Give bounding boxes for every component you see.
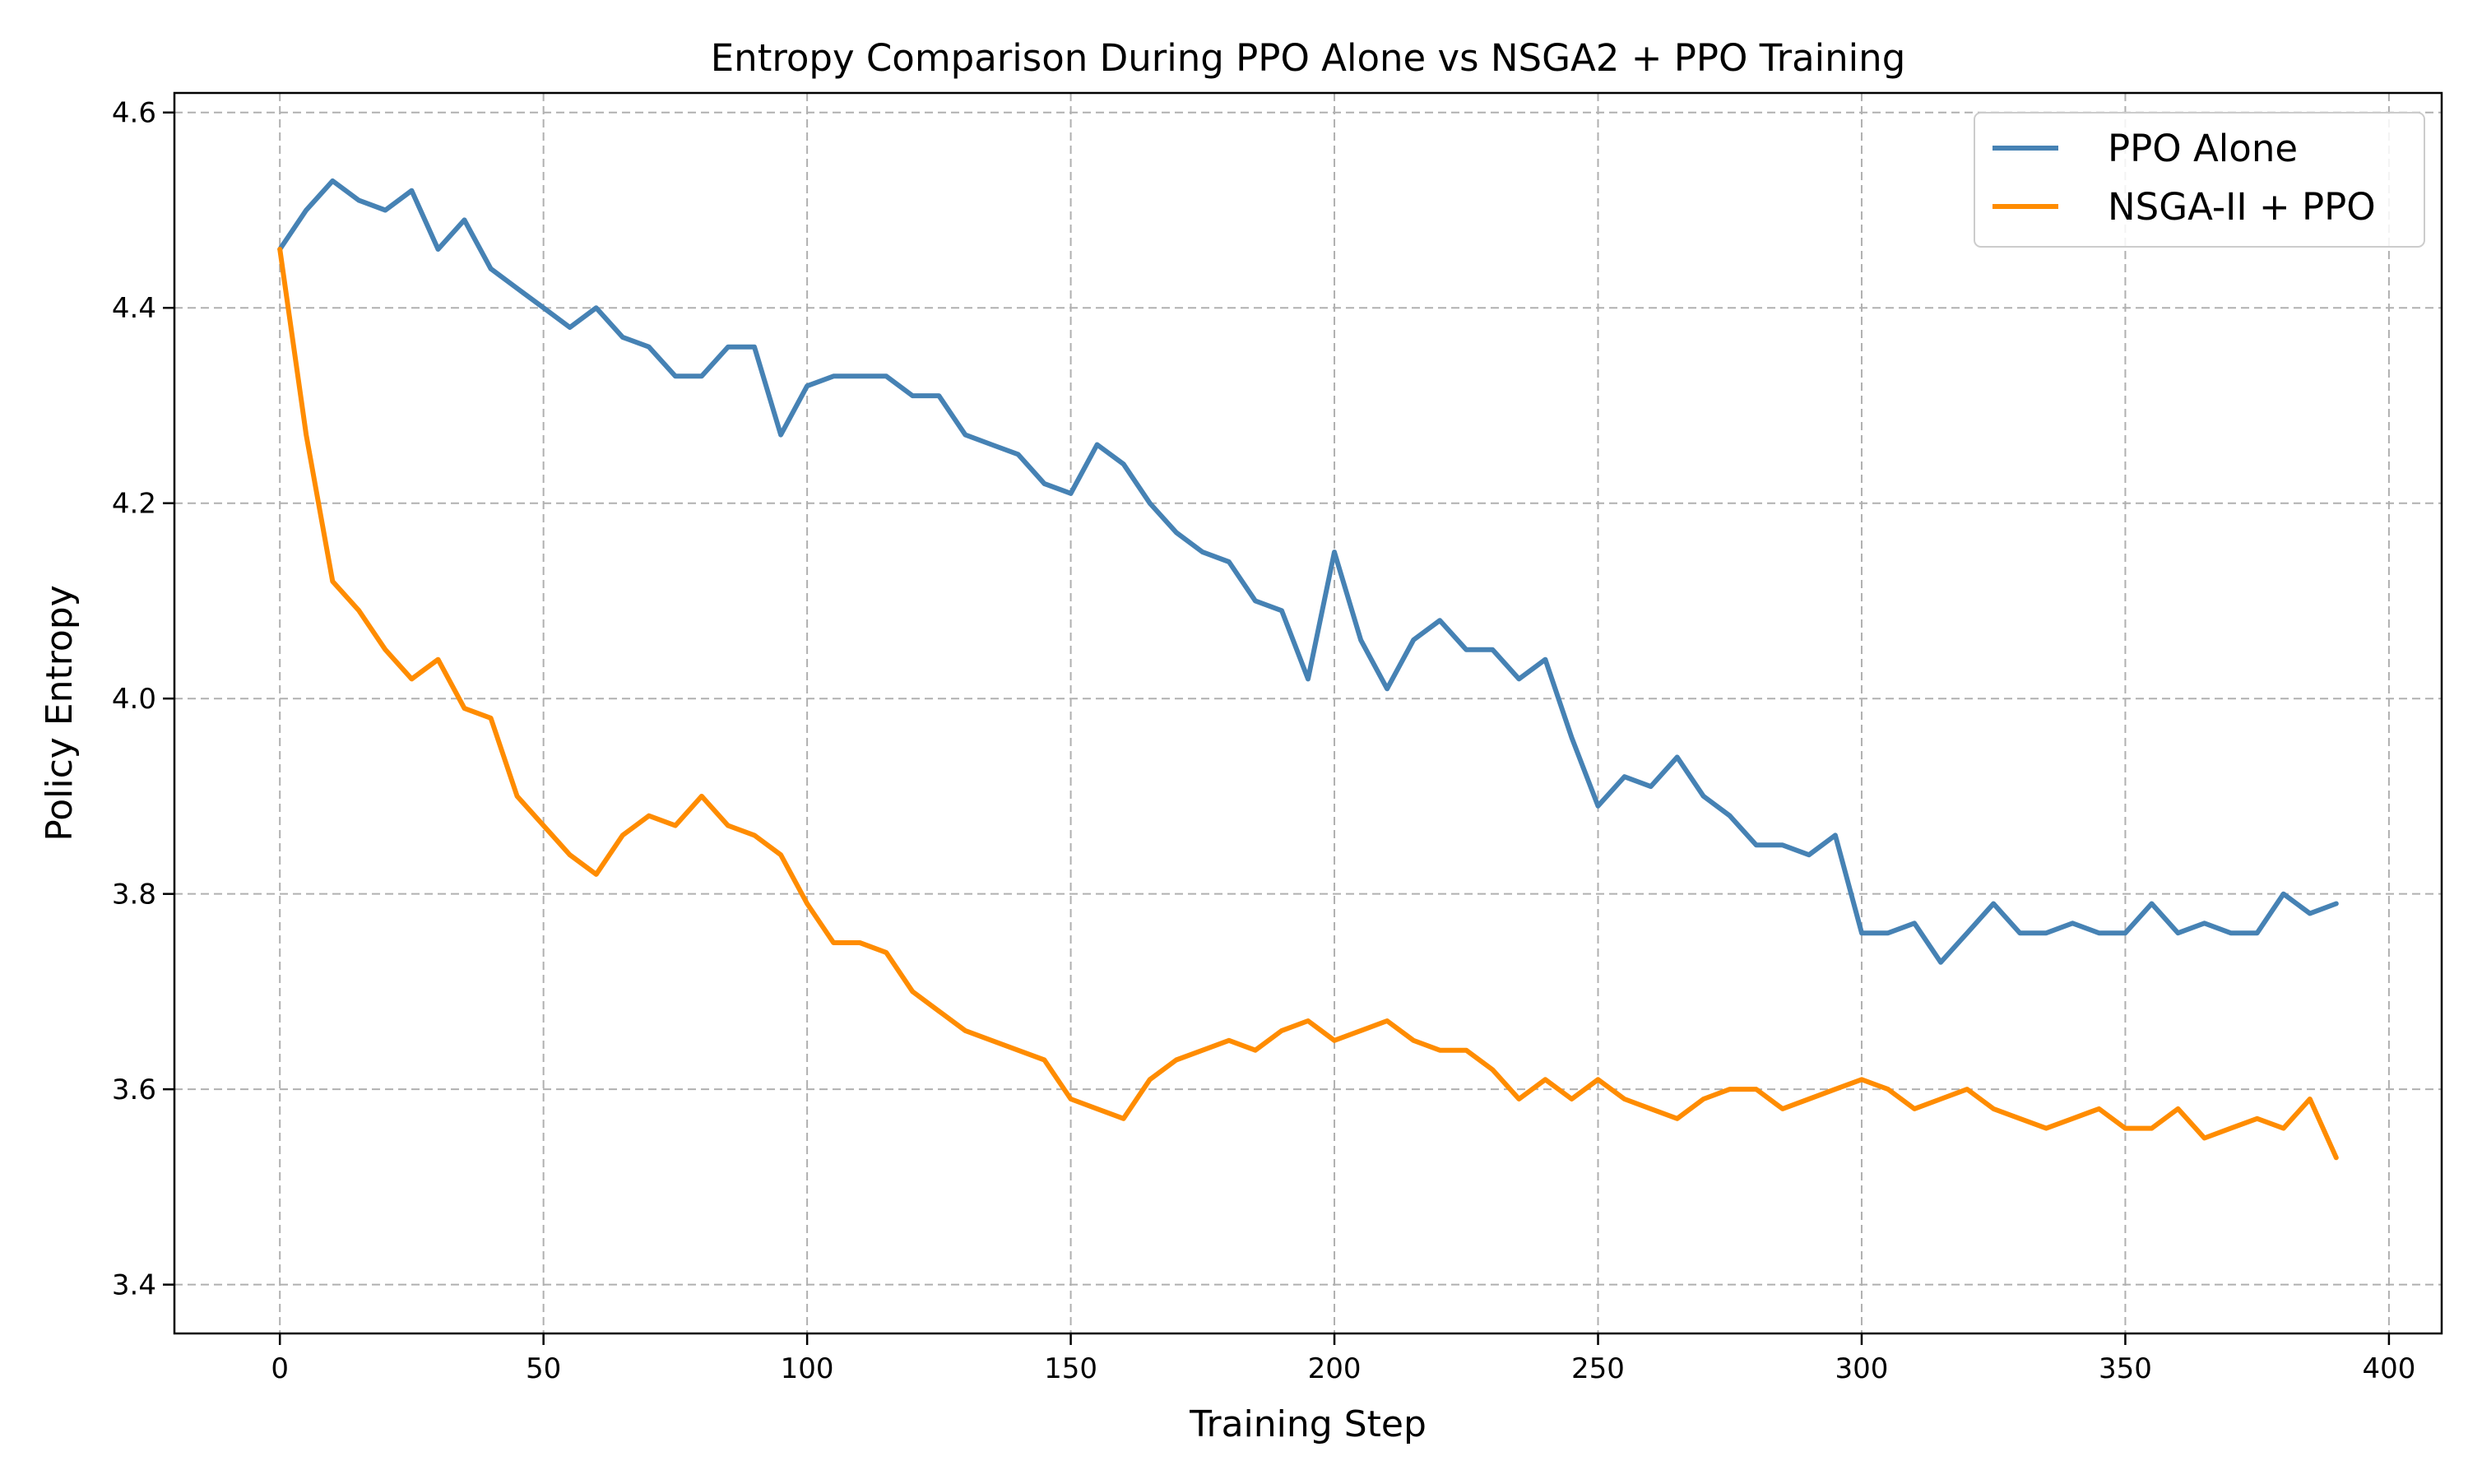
series-line-ppo-alone [277,178,2339,965]
legend-label-nsga-ii-ppo: NSGA-II + PPO [2108,185,2376,229]
legend-box [1974,112,2425,248]
x-tick-label-150: 150 [1044,1352,1097,1385]
legend-label-ppo-alone: PPO Alone [2108,127,2298,170]
series-line-nsga-ii-ppo [277,247,2339,1161]
x-tick-label-0: 0 [271,1352,289,1385]
y-tick-label-4.4: 4.4 [112,292,156,325]
x-tick-label-50: 50 [526,1352,561,1385]
x-tick-label-300: 300 [1835,1352,1889,1385]
y-tick-label-4.6: 4.6 [112,97,156,130]
y-axis-label: Policy Entropy [39,585,81,842]
x-tick-label-200: 200 [1308,1352,1362,1385]
legend: PPO Alone NSGA-II + PPO [1974,112,2425,248]
y-tick-label-4.0: 4.0 [112,683,156,716]
x-tick-label-100: 100 [781,1352,834,1385]
axis-ticks: 0 50 100 150 200 250 300 350 400 3.4 3.6 3.8 4.0 4.2 4… [112,97,2415,1385]
y-tick-label-3.8: 3.8 [112,879,156,911]
x-tick-label-350: 350 [2099,1352,2152,1385]
series-lines [277,178,2339,1161]
x-tick-label-250: 250 [1571,1352,1625,1385]
x-axis-label: Training Step [1189,1403,1427,1445]
x-tick-label-400: 400 [2362,1352,2415,1385]
y-tick-label-3.6: 3.6 [112,1074,156,1106]
plot-frame [173,91,2443,1335]
y-tick-label-3.4: 3.4 [112,1269,156,1302]
chart-title: Entropy Comparison During PPO Alone vs N… [711,36,1906,80]
y-tick-label-4.2: 4.2 [112,488,156,521]
